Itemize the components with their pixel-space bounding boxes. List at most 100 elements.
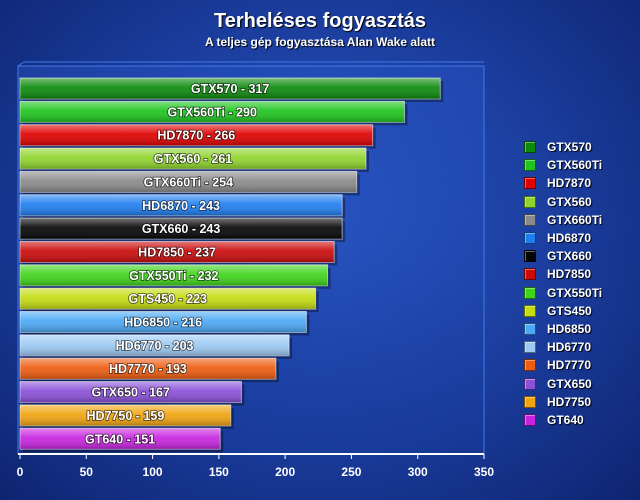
- legend-swatch: [524, 286, 536, 299]
- legend-label: HD6870: [547, 231, 592, 246]
- bar-data-label: HD7850 - 237: [138, 245, 216, 259]
- x-axis-ticks: 0 50 100 150 200 250 300 350: [17, 454, 494, 479]
- bar-gloss: [20, 78, 441, 99]
- legend-item-hd7850: HD7850: [524, 265, 634, 283]
- bar-gloss: [20, 404, 231, 426]
- bar-data-label: GTX660Ti - 254: [144, 175, 233, 189]
- bar-hd7750: HD7750 - 159: [19, 404, 234, 429]
- bar-gtx660: GTX660 - 243: [19, 217, 346, 243]
- bar-gtx560ti: GTX560Ti - 290: [19, 100, 408, 126]
- x-tick-label: 50: [80, 465, 94, 479]
- legend-item-hd7870: HD7870: [524, 174, 634, 192]
- bar-gloss: [20, 311, 307, 333]
- legend-label: GTX570: [547, 140, 592, 155]
- legend-swatch: [524, 359, 536, 372]
- bar-gt640: GT640 - 151: [19, 427, 224, 453]
- chart-title: Terheléses fogyasztás: [214, 10, 426, 32]
- bar-data-label: HD6770 - 203: [116, 339, 194, 353]
- left-wall-depth: [17, 61, 25, 67]
- legend: GTX570 GTX560Ti HD7870 GTX560 GTX660Ti HD6870…: [524, 138, 634, 429]
- bar-gloss: [20, 101, 405, 123]
- legend-swatch: [524, 413, 536, 426]
- bar-data-label: HD6870 - 243: [142, 199, 220, 213]
- x-tick-label: 150: [209, 465, 229, 479]
- legend-label: GTX660Ti: [547, 212, 603, 227]
- bar-hd7770: HD7770 - 193: [19, 357, 279, 383]
- legend-swatch: [524, 177, 536, 190]
- legend-label: GTX560: [547, 194, 592, 209]
- bar-gloss: [20, 428, 221, 450]
- bar-data-label: GT640 - 151: [85, 432, 155, 446]
- legend-item-gtx570: GTX570: [524, 138, 634, 156]
- bar-gloss: [20, 358, 276, 380]
- bar-data-label: GTX570 - 317: [191, 82, 270, 96]
- bar-gloss: [20, 194, 343, 216]
- bar-gloss: [20, 171, 357, 193]
- legend-item-gtx550ti: GTX550Ti: [524, 284, 634, 302]
- legend-swatch: [524, 213, 536, 226]
- bar-gloss: [20, 148, 367, 170]
- bar-hd6770: HD6770 - 203: [19, 334, 293, 359]
- bar-hd6870: HD6870 - 243: [19, 194, 346, 219]
- legend-swatch: [524, 141, 536, 154]
- legend-swatch: [524, 159, 536, 172]
- legend-label: HD6850: [547, 321, 592, 336]
- legend-item-gt640: GT640: [524, 411, 634, 429]
- legend-item-hd6870: HD6870: [524, 229, 634, 247]
- bar-data-label: HD6850 - 216: [124, 316, 202, 330]
- legend-swatch: [524, 395, 536, 408]
- bar-hd7850: HD7850 - 237: [19, 240, 338, 266]
- legend-swatch: [524, 304, 536, 317]
- chart-subtitle: A teljes gép fogyasztása Alan Wake alatt: [204, 35, 436, 49]
- legend-label: HD7870: [547, 176, 592, 191]
- legend-label: HD7850: [547, 267, 592, 282]
- legend-item-hd7750: HD7750: [524, 393, 634, 411]
- legend-label: GT640: [547, 412, 584, 427]
- legend-swatch: [524, 322, 536, 335]
- legend-item-gtx660: GTX660: [524, 247, 634, 265]
- bar-data-label: HD7770 - 193: [109, 362, 187, 376]
- legend-label: HD6770: [547, 340, 592, 355]
- bar-gloss: [20, 381, 242, 403]
- legend-item-gtx650: GTX650: [524, 374, 634, 392]
- x-tick-label: 200: [275, 465, 295, 479]
- x-tick-label: 250: [341, 465, 361, 479]
- legend-swatch: [524, 377, 536, 390]
- bar-data-label: GTS450 - 223: [129, 292, 208, 306]
- legend-item-hd6850: HD6850: [524, 320, 634, 338]
- legend-item-hd6770: HD6770: [524, 338, 634, 356]
- legend-item-gtx660ti: GTX660Ti: [524, 211, 634, 229]
- legend-label: GTS450: [547, 303, 592, 318]
- x-tick-label: 0: [17, 465, 24, 479]
- bar-data-label: HD7750 - 159: [86, 409, 164, 423]
- bar-data-label: GTX560 - 261: [154, 152, 233, 166]
- legend-swatch: [524, 341, 536, 354]
- bars-layer: GTX570 - 317 GTX560Ti - 290 HD7870 - 266 GT…: [19, 77, 444, 453]
- x-tick-label: 100: [143, 465, 163, 479]
- bar-gtx660ti: GTX660Ti - 254: [19, 170, 360, 196]
- legend-item-hd7770: HD7770: [524, 356, 634, 374]
- bar-data-label: GTX560Ti - 290: [168, 105, 257, 119]
- x-tick-label: 300: [408, 465, 428, 479]
- bar-gtx570: GTX570 - 317: [19, 77, 444, 102]
- bar-gloss: [20, 241, 335, 263]
- bar-gtx550ti: GTX550Ti - 232: [19, 264, 331, 289]
- bar-gloss: [20, 218, 343, 240]
- legend-label: GTX650: [547, 376, 592, 391]
- legend-swatch: [524, 268, 536, 281]
- bar-data-label: HD7870 - 266: [157, 129, 235, 143]
- legend-label: HD7770: [547, 358, 592, 373]
- legend-swatch: [524, 232, 536, 245]
- legend-item-gts450: GTS450: [524, 302, 634, 320]
- x-tick-label: 350: [474, 465, 494, 479]
- legend-item-gtx560ti: GTX560Ti: [524, 156, 634, 174]
- bar-data-label: GTX650 - 167: [91, 386, 170, 400]
- legend-label: GTX550Ti: [547, 285, 603, 300]
- bar-data-label: GTX550Ti - 232: [129, 269, 218, 283]
- legend-swatch: [524, 250, 536, 263]
- bar-gloss: [20, 124, 373, 146]
- bar-gtx650: GTX650 - 167: [19, 381, 245, 406]
- bar-hd6850: HD6850 - 216: [19, 311, 310, 336]
- legend-label: HD7750: [547, 394, 592, 409]
